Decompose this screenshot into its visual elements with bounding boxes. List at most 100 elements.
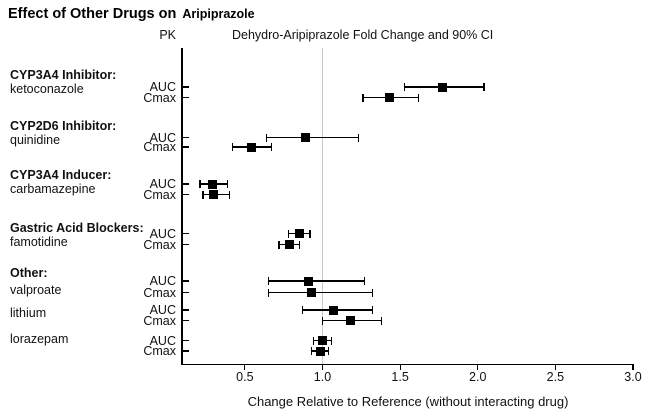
x-tick-mark bbox=[244, 365, 246, 370]
point-estimate-marker bbox=[316, 346, 326, 356]
ci-cap-right bbox=[270, 143, 272, 151]
point-estimate-marker bbox=[294, 229, 304, 238]
point-estimate-marker bbox=[318, 336, 327, 345]
ci-cap-left bbox=[310, 347, 313, 355]
x-tick-label: 3.0 bbox=[624, 370, 642, 384]
ci-cap-right bbox=[357, 133, 359, 142]
ci-cap-right bbox=[418, 93, 420, 102]
ci-cap-left bbox=[278, 240, 280, 249]
y-axis-row-tick bbox=[182, 243, 189, 246]
pk-row-label: Cmax bbox=[143, 90, 176, 105]
reference-line bbox=[321, 48, 324, 364]
y-axis-row-tick bbox=[182, 319, 189, 322]
y-axis-row-tick bbox=[182, 339, 189, 342]
pk-row-label: AUC bbox=[149, 80, 176, 94]
pk-row-label: Cmax bbox=[143, 285, 176, 300]
ci-cap-right bbox=[228, 190, 230, 199]
pk-column-header: PK bbox=[159, 28, 176, 42]
x-tick-mark bbox=[321, 365, 324, 370]
ci-line bbox=[268, 291, 373, 294]
drug-label: valproate bbox=[10, 283, 62, 297]
ci-cap-left bbox=[312, 336, 314, 345]
ci-cap-left bbox=[265, 133, 268, 142]
point-estimate-marker bbox=[307, 288, 317, 297]
point-estimate-marker bbox=[328, 305, 338, 315]
ci-cap-right bbox=[309, 229, 311, 238]
pk-row-label: AUC bbox=[149, 333, 176, 348]
x-tick-label: 2.0 bbox=[469, 370, 487, 384]
pk-row-label: AUC bbox=[149, 130, 176, 145]
point-estimate-marker bbox=[207, 179, 217, 189]
y-axis-row-tick bbox=[182, 232, 189, 235]
ci-cap-left bbox=[202, 190, 204, 199]
pk-row-label: AUC bbox=[149, 303, 176, 317]
drug-label: ketoconazole bbox=[10, 82, 84, 96]
ci-cap-left bbox=[301, 306, 303, 314]
x-tick-label: 1.0 bbox=[313, 370, 332, 384]
y-axis-row-tick bbox=[182, 86, 189, 88]
figure-title-main: Effect of Other Drugs on bbox=[8, 6, 177, 22]
ci-cap-left bbox=[199, 180, 201, 188]
ci-cap-right bbox=[371, 288, 373, 297]
drug-label: famotidine bbox=[10, 235, 68, 249]
point-estimate-marker bbox=[345, 316, 355, 325]
point-estimate-marker bbox=[300, 133, 310, 142]
point-estimate-marker bbox=[246, 142, 256, 152]
pk-row-label: Cmax bbox=[143, 344, 176, 358]
point-estimate-marker bbox=[285, 240, 295, 249]
y-axis-line bbox=[181, 48, 183, 365]
x-axis-title: Change Relative to Reference (without in… bbox=[247, 394, 569, 409]
ci-cap-left bbox=[287, 229, 289, 238]
ci-cap-right bbox=[363, 277, 366, 285]
figure-title-drug-name: Aripiprazole bbox=[182, 7, 255, 21]
group-header: CYP3A4 Inhibitor: bbox=[10, 68, 117, 82]
ci-cap-right bbox=[380, 316, 383, 325]
drug-label: quinidine bbox=[10, 133, 61, 147]
x-tick-mark bbox=[632, 365, 634, 370]
ci-cap-left bbox=[267, 288, 269, 297]
point-estimate-marker bbox=[437, 82, 447, 92]
point-estimate-marker bbox=[209, 190, 219, 199]
ci-line bbox=[268, 280, 365, 282]
ci-cap-left bbox=[321, 316, 324, 325]
ci-cap-right bbox=[298, 240, 300, 249]
x-tick-label: 2.5 bbox=[546, 370, 565, 384]
pk-row-label: Cmax bbox=[143, 313, 176, 328]
pk-row-label: AUC bbox=[149, 226, 176, 241]
drug-label: lithium bbox=[10, 306, 47, 320]
y-axis-row-tick bbox=[182, 183, 189, 185]
pk-row-label: Cmax bbox=[143, 237, 176, 252]
pk-row-label: AUC bbox=[149, 274, 176, 288]
ci-cap-left bbox=[362, 93, 364, 102]
pk-row-label: AUC bbox=[149, 177, 176, 191]
x-axis-line bbox=[181, 364, 634, 366]
ci-line bbox=[266, 136, 359, 139]
ci-cap-left bbox=[404, 83, 406, 91]
x-tick-label: 1.5 bbox=[391, 370, 409, 384]
ci-cap-right bbox=[483, 83, 485, 91]
y-axis-row-tick bbox=[182, 193, 189, 196]
y-axis-row-tick bbox=[182, 291, 189, 294]
group-header: CYP3A4 Inducer: bbox=[10, 168, 112, 182]
x-tick-mark bbox=[477, 365, 479, 370]
pk-row-label: Cmax bbox=[143, 187, 176, 202]
ci-cap-right bbox=[371, 306, 373, 314]
ci-cap-right bbox=[331, 336, 333, 345]
ci-cap-left bbox=[267, 277, 269, 285]
group-header: Gastric Acid Blockers: bbox=[10, 221, 144, 235]
drug-label: lorazepam bbox=[10, 332, 69, 346]
x-tick-label: 0.5 bbox=[236, 370, 254, 384]
ci-cap-left bbox=[231, 143, 234, 151]
pk-row-label: Cmax bbox=[143, 140, 176, 154]
y-axis-row-tick bbox=[182, 136, 189, 139]
figure-title: Effect of Other Drugs on Aripiprazole bbox=[8, 5, 255, 23]
x-tick-mark bbox=[399, 365, 401, 370]
point-estimate-marker bbox=[384, 93, 394, 102]
ci-cap-right bbox=[328, 347, 330, 355]
plot-column-header: Dehydro-Aripiprazole Fold Change and 90%… bbox=[232, 28, 494, 42]
y-axis-row-tick bbox=[182, 309, 189, 311]
drug-label: carbamazepine bbox=[10, 182, 96, 196]
ci-cap-right bbox=[227, 180, 229, 188]
y-axis-row-tick bbox=[182, 280, 189, 282]
